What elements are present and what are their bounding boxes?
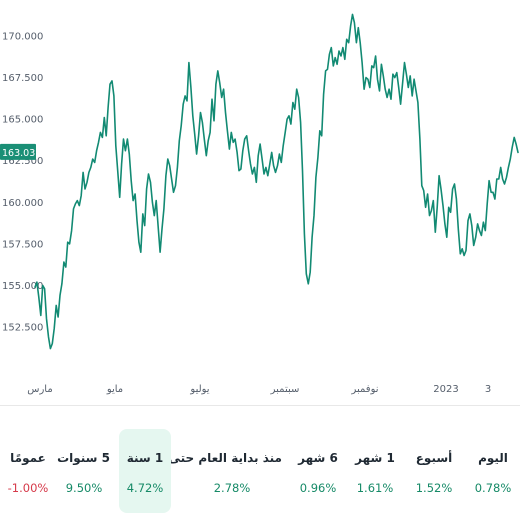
y-tick-label: 165.000 bbox=[2, 115, 43, 126]
y-tick-label: 157.500 bbox=[2, 239, 43, 250]
x-tick-label: 3 bbox=[485, 384, 491, 395]
price-series-line bbox=[34, 13, 519, 350]
period-tab[interactable]: اليوم 0.78% bbox=[469, 429, 517, 513]
y-tick-label: 170.000 bbox=[2, 32, 43, 43]
period-label: أسبوع bbox=[415, 451, 453, 465]
period-tab[interactable]: منذ بداية العام حتى اليوم 2.78% bbox=[134, 429, 282, 513]
y-tick-label: 162.500 bbox=[2, 156, 43, 167]
period-change-value: 1.52% bbox=[415, 481, 453, 495]
period-label: 6 شهر bbox=[298, 451, 338, 465]
x-axis: مارس مايو يوليو سبتمبر نوفمبر 2023 3 bbox=[27, 384, 491, 395]
x-tick-label: نوفمبر bbox=[350, 384, 378, 395]
period-label: اليوم bbox=[478, 451, 508, 465]
current-value-box bbox=[0, 143, 36, 160]
x-tick-label: يوليو bbox=[189, 384, 209, 395]
x-tick-label: 2023 bbox=[433, 384, 458, 395]
period-label: 5 سنوات bbox=[57, 451, 110, 465]
period-tab[interactable]: أسبوع 1.52% bbox=[411, 429, 457, 513]
period-tab[interactable]: عمومًا -1.00% bbox=[5, 429, 51, 513]
period-label: 1 شهر bbox=[355, 451, 395, 465]
period-label: منذ بداية العام حتى اليوم bbox=[134, 451, 282, 465]
x-tick-label: مايو bbox=[106, 384, 123, 395]
period-label: عمومًا bbox=[10, 451, 46, 465]
y-tick-label: 160.000 bbox=[2, 198, 43, 209]
price-chart[interactable]: 152.500 155.000 157.500 160.000 162.500 165.0… bbox=[0, 0, 520, 405]
y-axis: 152.500 155.000 157.500 160.000 162.500 165.0… bbox=[2, 32, 43, 334]
period-change-value: 1.61% bbox=[356, 481, 394, 495]
line-chart-svg[interactable]: 152.500 155.000 157.500 160.000 162.500 165.0… bbox=[0, 0, 520, 405]
x-tick-label: سبتمبر bbox=[270, 384, 300, 395]
period-tab[interactable]: 1 شهر 1.61% bbox=[352, 429, 398, 513]
period-label: 1 سنة bbox=[126, 451, 164, 465]
period-change-value: 0.96% bbox=[299, 481, 337, 495]
current-value-marker: 163.033 bbox=[0, 143, 41, 160]
period-change-value: 0.78% bbox=[474, 481, 512, 495]
period-change-value: 9.50% bbox=[65, 481, 103, 495]
x-tick-label: مارس bbox=[27, 384, 52, 395]
period-tab[interactable]: 1 سنة 4.72% bbox=[119, 429, 171, 513]
y-tick-label: 155.000 bbox=[2, 281, 43, 292]
y-tick-label: 167.500 bbox=[2, 73, 43, 84]
period-change-value: 2.78% bbox=[213, 481, 251, 495]
period-change-value: -1.00% bbox=[7, 481, 49, 495]
period-performance-tabs: اليوم 0.78% أسبوع 1.52% 1 شهر 1.61% 6 شهر 0.96%… bbox=[0, 429, 520, 515]
period-tab[interactable]: 5 سنوات 9.50% bbox=[57, 429, 110, 513]
period-change-value: 4.72% bbox=[126, 481, 164, 495]
divider bbox=[0, 405, 520, 406]
y-tick-label: 152.500 bbox=[2, 323, 43, 334]
current-value-label: 163.033 bbox=[2, 148, 41, 159]
period-tab[interactable]: 6 شهر 0.96% bbox=[295, 429, 341, 513]
